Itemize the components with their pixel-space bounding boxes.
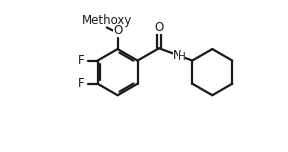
- Text: F: F: [78, 77, 84, 90]
- Text: Methoxy: Methoxy: [82, 14, 132, 27]
- Text: N: N: [173, 49, 182, 62]
- Text: O: O: [154, 21, 164, 34]
- Text: F: F: [78, 54, 84, 67]
- Text: O: O: [113, 24, 122, 38]
- Text: H: H: [178, 52, 185, 62]
